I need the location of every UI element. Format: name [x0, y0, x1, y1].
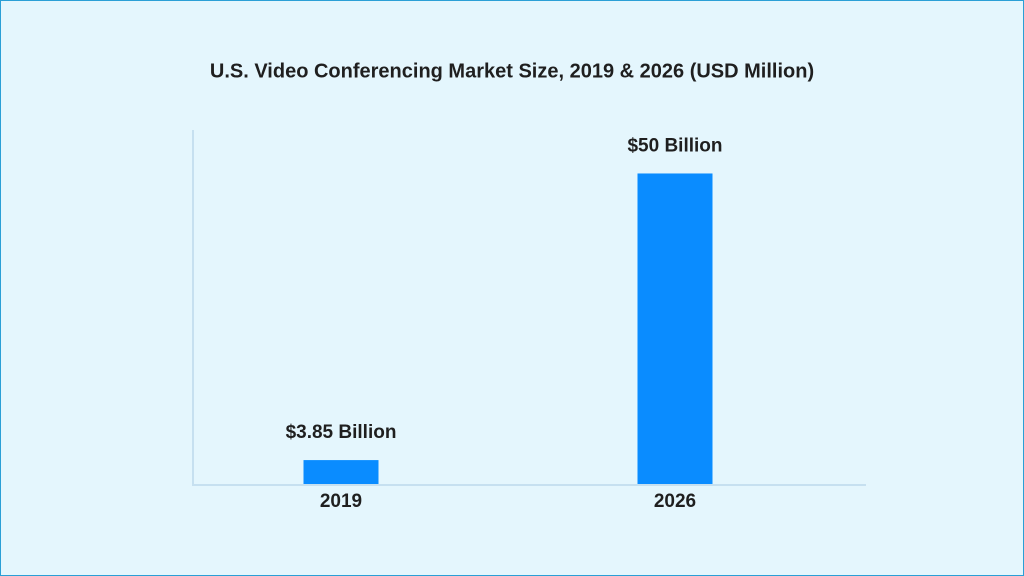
data-label: $50 Billion: [627, 135, 722, 156]
bar: [637, 173, 713, 484]
x-tick-label: 2019: [320, 491, 362, 512]
bar: [303, 460, 379, 484]
data-label: $3.85 Billion: [286, 422, 397, 443]
chart-title: U.S. Video Conferencing Market Size, 201…: [210, 60, 814, 82]
x-tick-label: 2026: [654, 491, 696, 512]
